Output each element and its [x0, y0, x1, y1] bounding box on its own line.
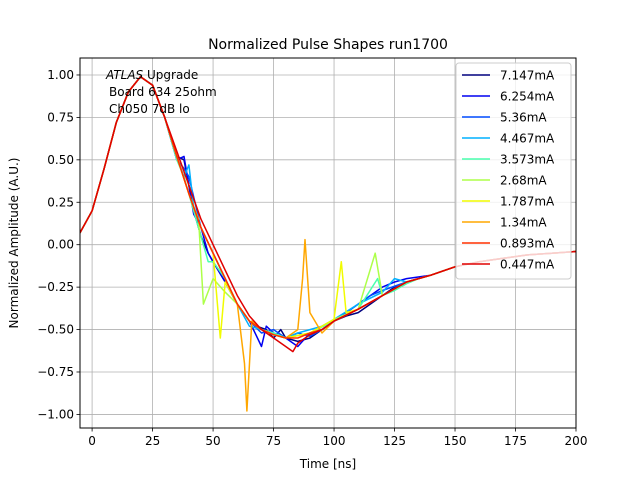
legend-label: 2.68mA	[500, 174, 547, 188]
x-axis-ticks: 0 25 50 75 100 125 150 175 200	[88, 428, 587, 448]
series-line	[80, 75, 576, 353]
y-tick-label: −0.25	[37, 280, 74, 294]
legend-label: 3.573mA	[500, 153, 555, 167]
x-tick-label: 75	[266, 434, 281, 448]
x-tick-label: 25	[145, 434, 160, 448]
y-axis-ticks: −1.00 −0.75 −0.50 −0.25 0.00 0.25 0.50 0.75 1.00	[37, 68, 80, 421]
y-tick-label: 0.25	[47, 195, 74, 209]
legend: 7.147mA 6.254mA 5.36mA 4.467mA 3.573mA 2.68mA…	[455, 62, 572, 280]
annotation-line-1: ATLAS Upgrade	[105, 68, 198, 82]
y-tick-label: 0.50	[47, 153, 74, 167]
legend-label: 1.34mA	[500, 216, 547, 230]
chart-title: Normalized Pulse Shapes run1700	[208, 37, 448, 53]
legend-label: 6.254mA	[500, 90, 555, 104]
x-tick-label: 200	[565, 434, 588, 448]
y-tick-label: −1.00	[37, 407, 74, 421]
legend-label: 7.147mA	[500, 69, 555, 83]
y-axis-label: Normalized Amplitude (A.U.)	[7, 158, 21, 329]
annotation-atlas: ATLAS	[105, 68, 144, 82]
x-tick-label: 50	[205, 434, 220, 448]
y-tick-label: 0.00	[47, 238, 74, 252]
x-tick-label: 100	[323, 434, 346, 448]
y-tick-label: 1.00	[47, 68, 74, 82]
x-tick-label: 175	[504, 434, 527, 448]
annotation-upgrade: Upgrade	[143, 68, 198, 82]
legend-label: 1.787mA	[500, 195, 555, 209]
x-tick-label: 150	[444, 434, 467, 448]
y-tick-label: 0.75	[47, 110, 74, 124]
legend-label: 0.447mA	[500, 258, 555, 272]
legend-label: 5.36mA	[500, 111, 547, 125]
x-tick-label: 125	[383, 434, 406, 448]
y-tick-label: −0.75	[37, 365, 74, 379]
x-tick-label: 0	[88, 434, 96, 448]
series-lines	[80, 75, 576, 412]
legend-label: 4.467mA	[500, 132, 555, 146]
annotation-line-3: Ch050 7dB lo	[109, 102, 190, 116]
annotation: ATLAS Upgrade Board 634 25ohm Ch050 7dB …	[105, 68, 217, 116]
legend-label: 0.893mA	[500, 237, 555, 251]
annotation-line-2: Board 634 25ohm	[109, 85, 217, 99]
plot-frame	[79, 57, 577, 429]
y-tick-label: −0.50	[37, 323, 74, 337]
x-axis-label: Time [ns]	[299, 457, 356, 471]
